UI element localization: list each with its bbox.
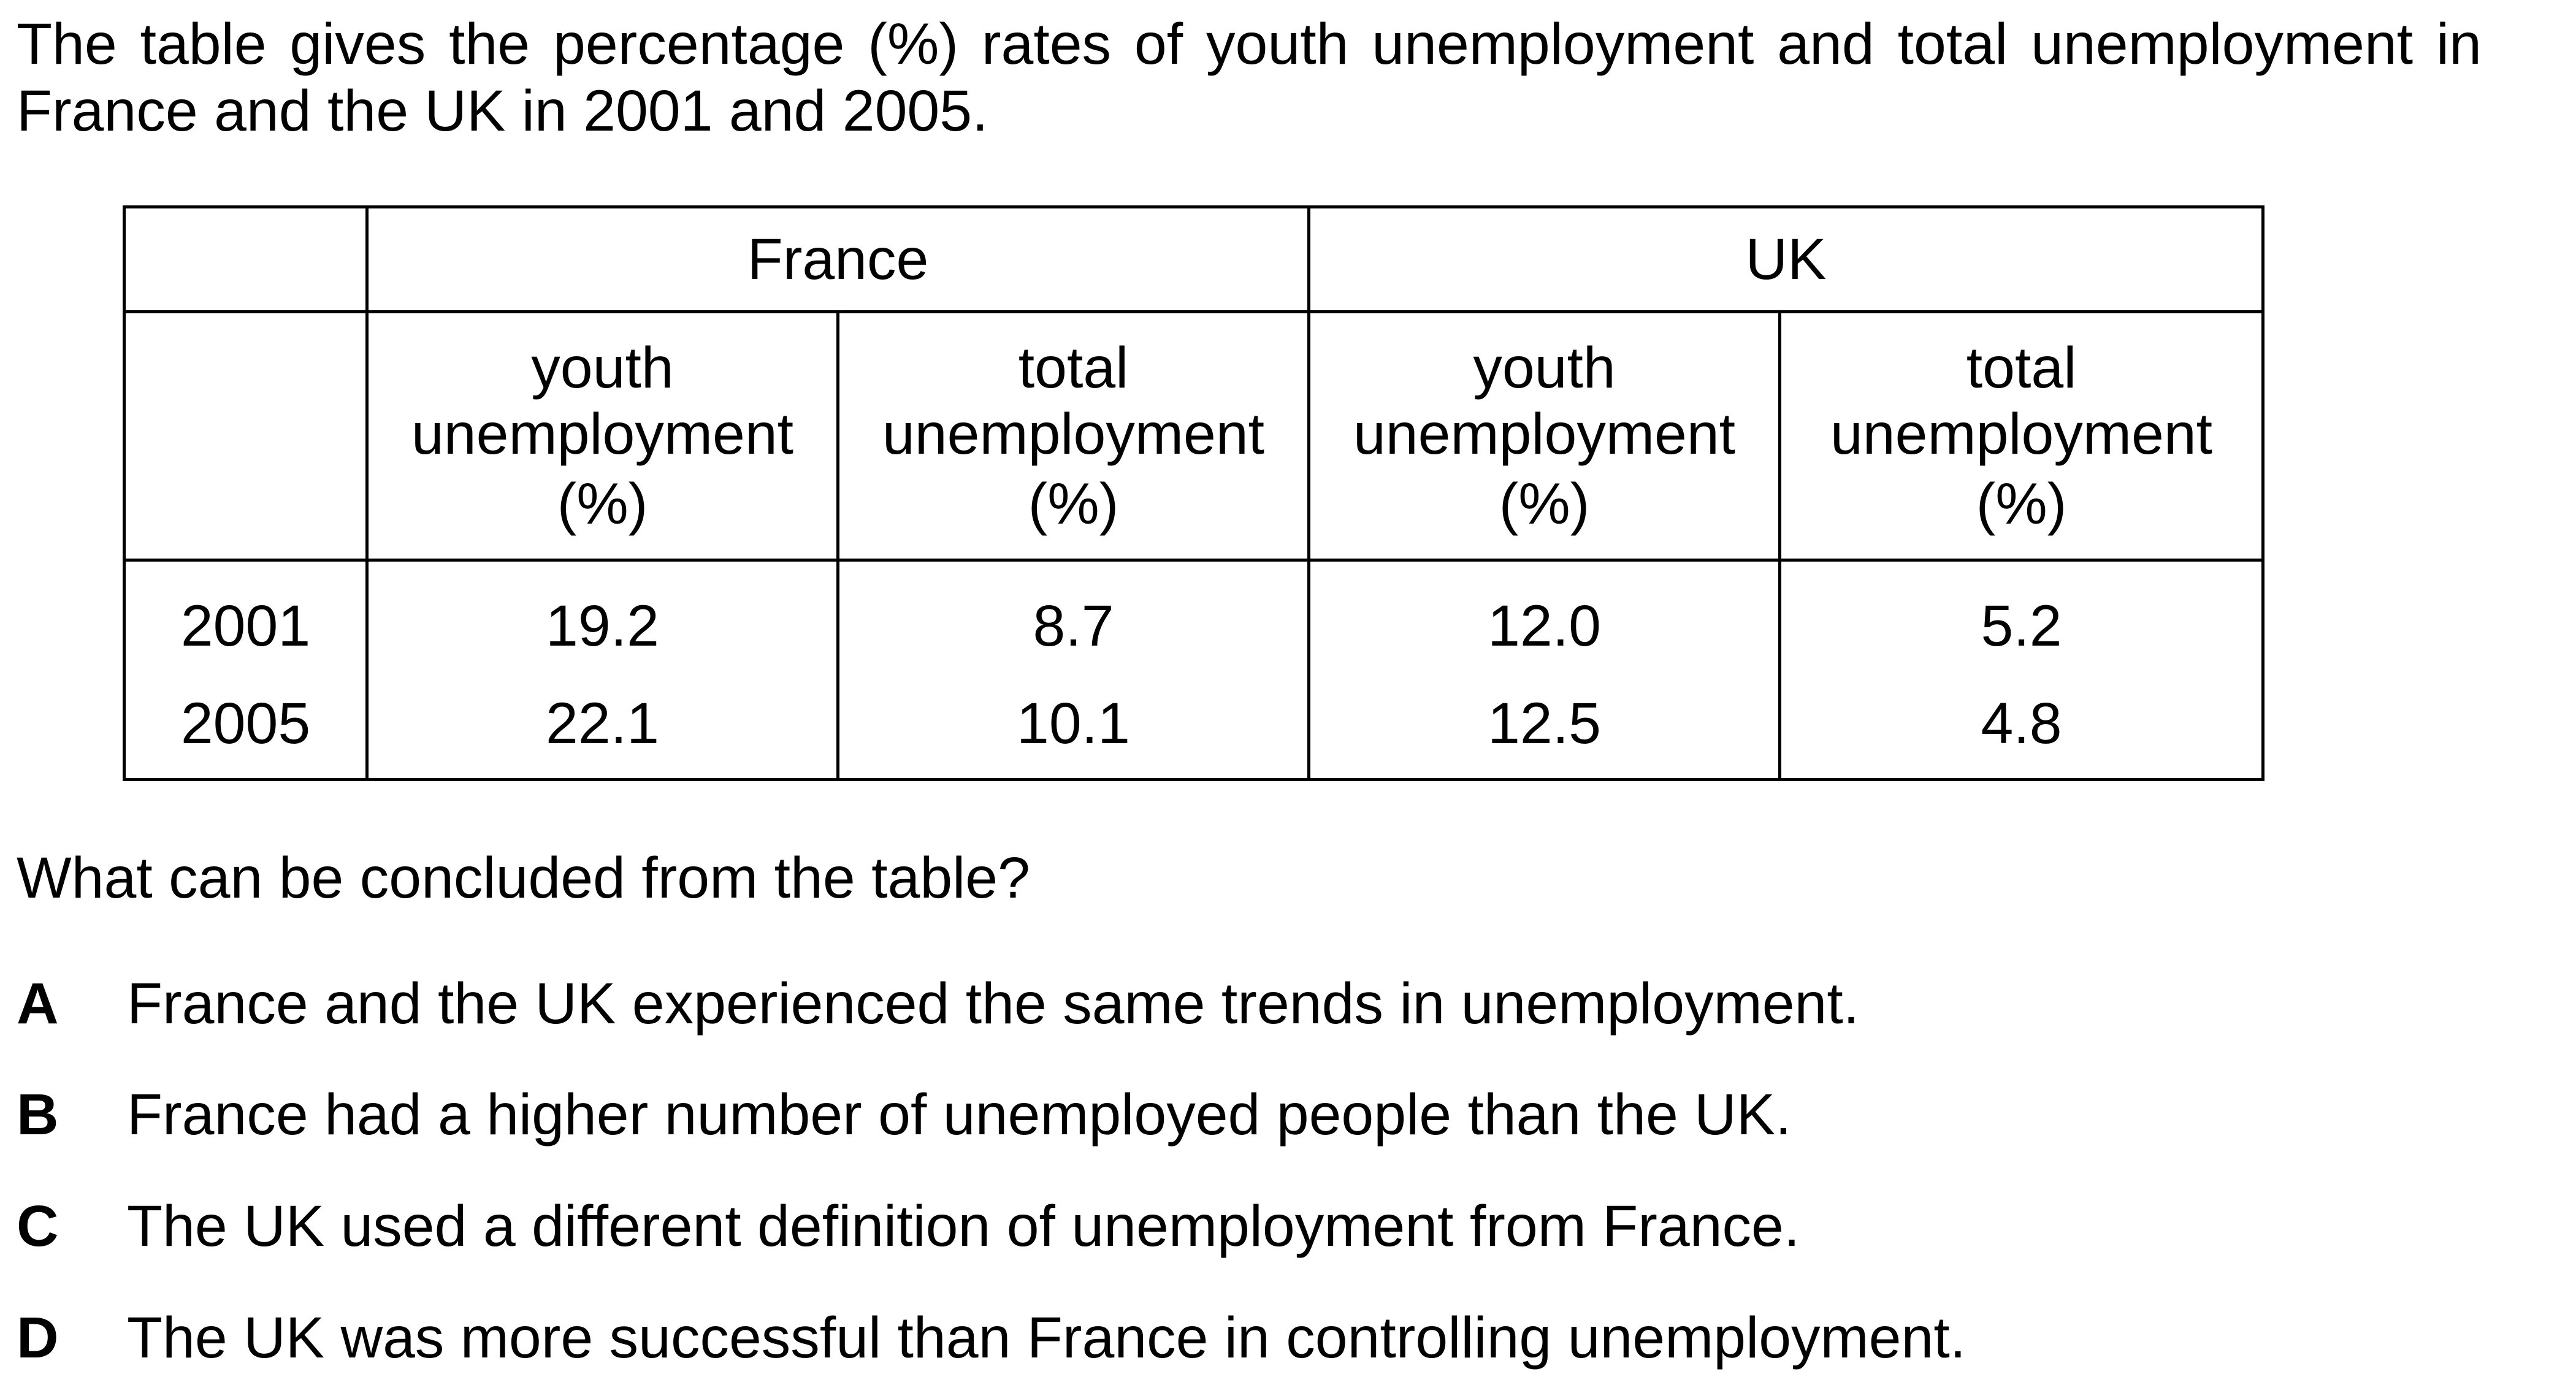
option-letter: A bbox=[17, 971, 59, 1036]
question-text: What can be concluded from the table? bbox=[17, 845, 1030, 910]
header-line: unemployment bbox=[882, 402, 1265, 467]
value-cell: 12.5 bbox=[1307, 690, 1782, 781]
value-cell: 10.1 bbox=[836, 690, 1311, 781]
value-cell: 5.2 bbox=[1778, 559, 2265, 690]
header-unit: (%) bbox=[557, 471, 648, 536]
header-line: youth bbox=[1473, 335, 1616, 400]
country-header-row: France UK bbox=[123, 205, 2265, 313]
header-uk-total: total unemployment (%) bbox=[1778, 310, 2265, 562]
measure-header-row: youth unemployment (%) total unemploymen… bbox=[123, 310, 2265, 562]
option-text: France had a higher number of unemployed… bbox=[127, 1082, 1792, 1147]
empty-corner-cell bbox=[123, 205, 369, 313]
value-cell: 19.2 bbox=[365, 559, 839, 690]
value-cell: 22.1 bbox=[365, 690, 839, 781]
option-c[interactable]: C The UK used a different definition of u… bbox=[17, 1193, 1800, 1260]
header-line: total bbox=[1966, 335, 2077, 400]
option-letter: D bbox=[17, 1305, 59, 1370]
header-uk-youth: youth unemployment (%) bbox=[1307, 310, 1782, 562]
option-text: The UK was more successful than France i… bbox=[127, 1305, 1966, 1370]
option-text: The UK used a different definition of un… bbox=[127, 1194, 1800, 1259]
value-cell: 4.8 bbox=[1778, 690, 2265, 781]
header-unit: (%) bbox=[1499, 471, 1590, 536]
option-letter: C bbox=[17, 1194, 59, 1259]
header-line: unemployment bbox=[411, 402, 794, 467]
header-unit: (%) bbox=[1028, 471, 1119, 536]
table-row-2005: 2005 22.1 10.1 12.5 4.8 bbox=[123, 690, 2265, 781]
option-b[interactable]: B France had a higher number of unemploye… bbox=[17, 1082, 1792, 1148]
option-d[interactable]: D The UK was more successful than France … bbox=[17, 1305, 1966, 1372]
unemployment-table: France UK youth unemployment (%) total u… bbox=[123, 205, 2265, 781]
option-a[interactable]: A France and the UK experienced the same … bbox=[17, 971, 1859, 1037]
value-cell: 8.7 bbox=[836, 559, 1311, 690]
intro-text: The table gives the percentage (%) rates… bbox=[17, 12, 2482, 143]
header-line: unemployment bbox=[1830, 402, 2213, 467]
country-header-france: France bbox=[365, 205, 1311, 313]
header-france-total: total unemployment (%) bbox=[836, 310, 1311, 562]
empty-label-cell bbox=[123, 310, 369, 562]
country-header-uk: UK bbox=[1307, 205, 2265, 313]
year-cell: 2001 bbox=[123, 559, 369, 690]
header-line: total bbox=[1018, 335, 1129, 400]
option-letter: B bbox=[17, 1082, 59, 1147]
header-line: youth bbox=[531, 335, 674, 400]
option-text: France and the UK experienced the same t… bbox=[127, 971, 1860, 1036]
header-line: unemployment bbox=[1353, 402, 1736, 467]
value-cell: 12.0 bbox=[1307, 559, 1782, 690]
header-unit: (%) bbox=[1976, 471, 2067, 536]
table-row-2001: 2001 19.2 8.7 12.0 5.2 bbox=[123, 559, 2265, 690]
header-france-youth: youth unemployment (%) bbox=[365, 310, 839, 562]
year-cell: 2005 bbox=[123, 690, 369, 781]
